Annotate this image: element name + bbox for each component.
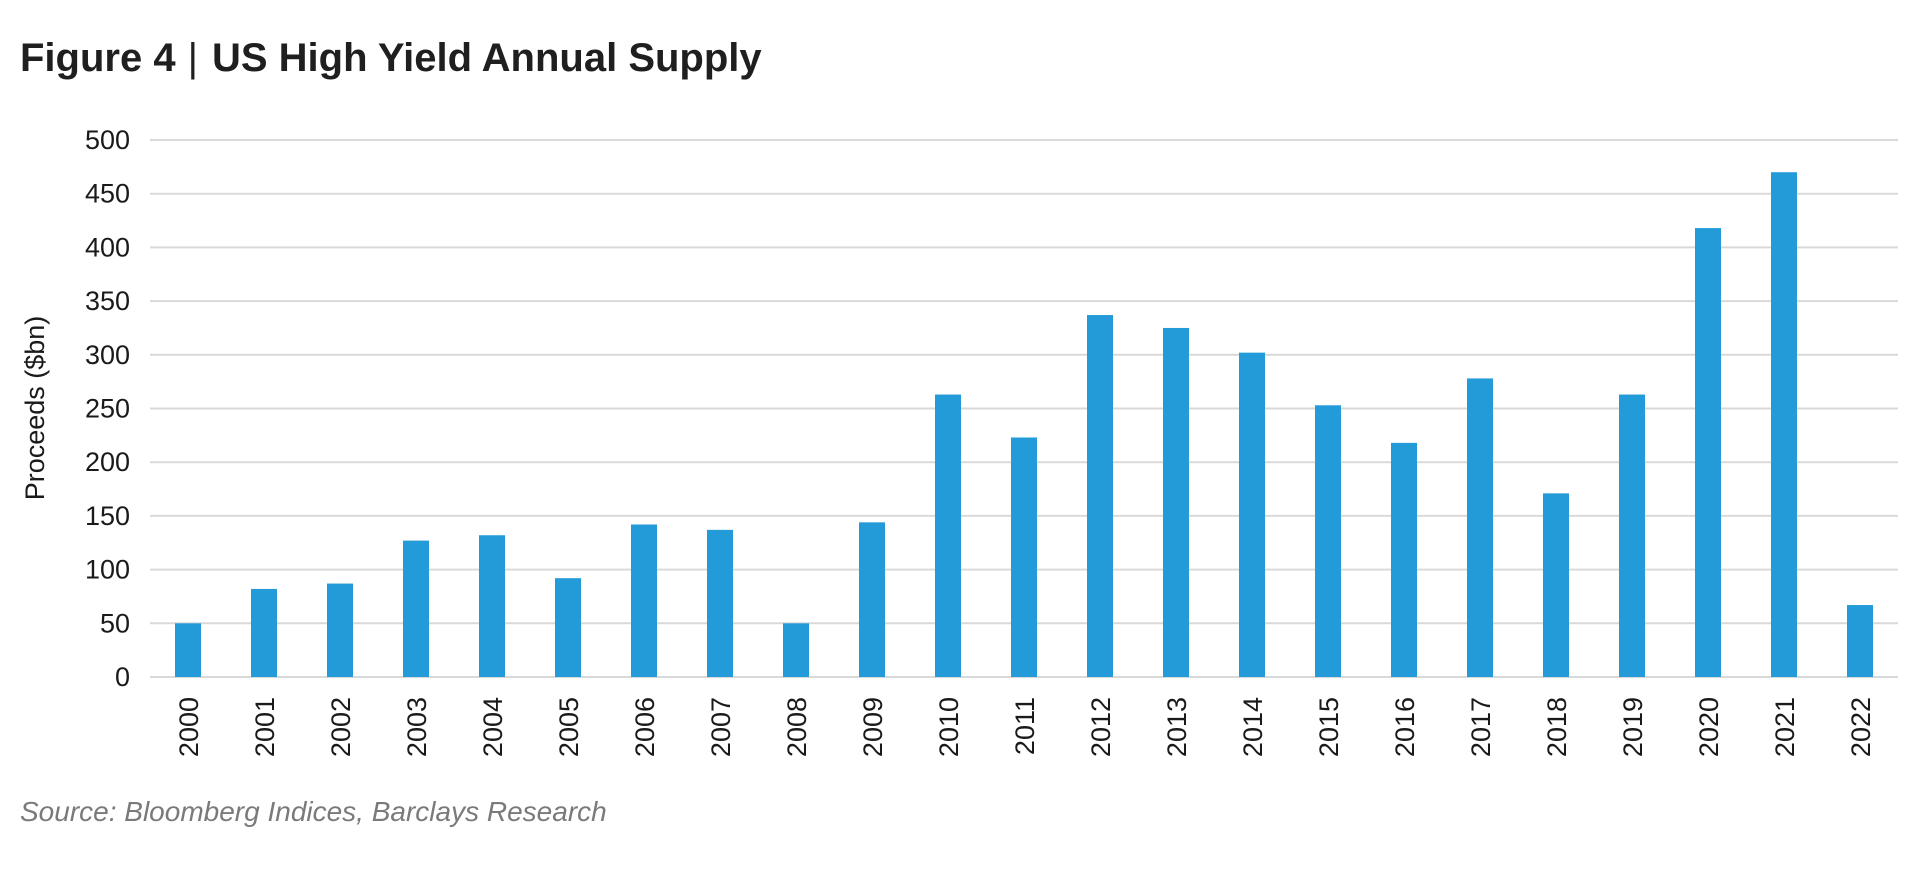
x-tick-label: 2010	[934, 697, 964, 757]
x-tick-label: 2001	[250, 697, 280, 757]
bar-2002	[327, 583, 353, 677]
x-tick-label: 2016	[1390, 697, 1420, 757]
x-tick-label: 2019	[1618, 697, 1648, 757]
y-tick-label: 500	[85, 125, 130, 155]
x-tick-label: 2014	[1238, 697, 1268, 757]
x-tick-label: 2000	[174, 697, 204, 757]
y-tick-label: 100	[85, 555, 130, 585]
bar-2022	[1847, 605, 1873, 677]
x-axis-tick-labels: 2000 2001 2002 2003 2004 2005 2006 2007 2008 2009…	[174, 697, 1876, 757]
bar-2004	[479, 535, 505, 677]
x-tick-label: 2017	[1466, 697, 1496, 757]
bar-2000	[175, 623, 201, 677]
y-tick-label: 300	[85, 340, 130, 370]
y-tick-label: 200	[85, 447, 130, 477]
x-tick-label: 2009	[858, 697, 888, 757]
y-tick-label: 450	[85, 179, 130, 209]
bar-2017	[1467, 378, 1493, 677]
x-tick-label: 2015	[1314, 697, 1344, 757]
y-axis-tick-labels: 0 50 100 150 200 250 300 350 400 450 500	[85, 125, 130, 692]
x-tick-label: 2018	[1542, 697, 1572, 757]
y-tick-label: 50	[100, 608, 130, 638]
x-tick-label: 2006	[630, 697, 660, 757]
x-tick-label: 2012	[1086, 697, 1116, 757]
x-tick-label: 2002	[326, 697, 356, 757]
bar-2014	[1239, 352, 1265, 677]
bar-2007	[707, 529, 733, 677]
x-tick-label: 2003	[402, 697, 432, 757]
source-note: Source: Bloomberg Indices, Barclays Rese…	[20, 796, 607, 827]
bar-2012	[1087, 315, 1113, 677]
bar-2006	[631, 524, 657, 677]
x-tick-label: 2021	[1770, 697, 1800, 757]
figure-label: Figure 4	[20, 36, 176, 80]
bar-2011	[1011, 437, 1037, 677]
y-tick-label: 250	[85, 394, 130, 424]
bar-2018	[1543, 493, 1569, 677]
bar-2021	[1771, 172, 1797, 677]
chart-title: US High Yield Annual Supply	[211, 36, 762, 80]
x-tick-label: 2004	[478, 697, 508, 757]
title-separator: |	[187, 36, 198, 80]
y-tick-label: 350	[85, 286, 130, 316]
x-tick-label: 2020	[1694, 697, 1724, 757]
bars	[175, 172, 1873, 677]
x-tick-label: 2022	[1846, 697, 1876, 757]
x-tick-label: 2008	[782, 697, 812, 757]
x-tick-label: 2013	[1162, 697, 1192, 757]
bar-2010	[935, 394, 961, 677]
bar-2008	[783, 623, 809, 677]
bar-2019	[1619, 394, 1645, 677]
y-tick-label: 0	[115, 662, 130, 692]
bar-2020	[1695, 228, 1721, 677]
y-tick-label: 400	[85, 232, 130, 262]
bar-2005	[555, 578, 581, 677]
bar-2015	[1315, 405, 1341, 677]
y-tick-label: 150	[85, 501, 130, 531]
x-tick-label: 2011	[1010, 697, 1040, 755]
x-tick-label: 2005	[554, 697, 584, 757]
y-axis-label: Proceeds ($bn)	[20, 316, 50, 501]
x-tick-label: 2007	[706, 697, 736, 757]
bar-2013	[1163, 327, 1189, 677]
bar-2001	[251, 588, 277, 677]
figure-title: Figure 4 | US High Yield Annual Supply	[20, 34, 762, 82]
bar-2016	[1391, 442, 1417, 677]
bar-2003	[403, 540, 429, 677]
bar-2009	[859, 522, 885, 677]
